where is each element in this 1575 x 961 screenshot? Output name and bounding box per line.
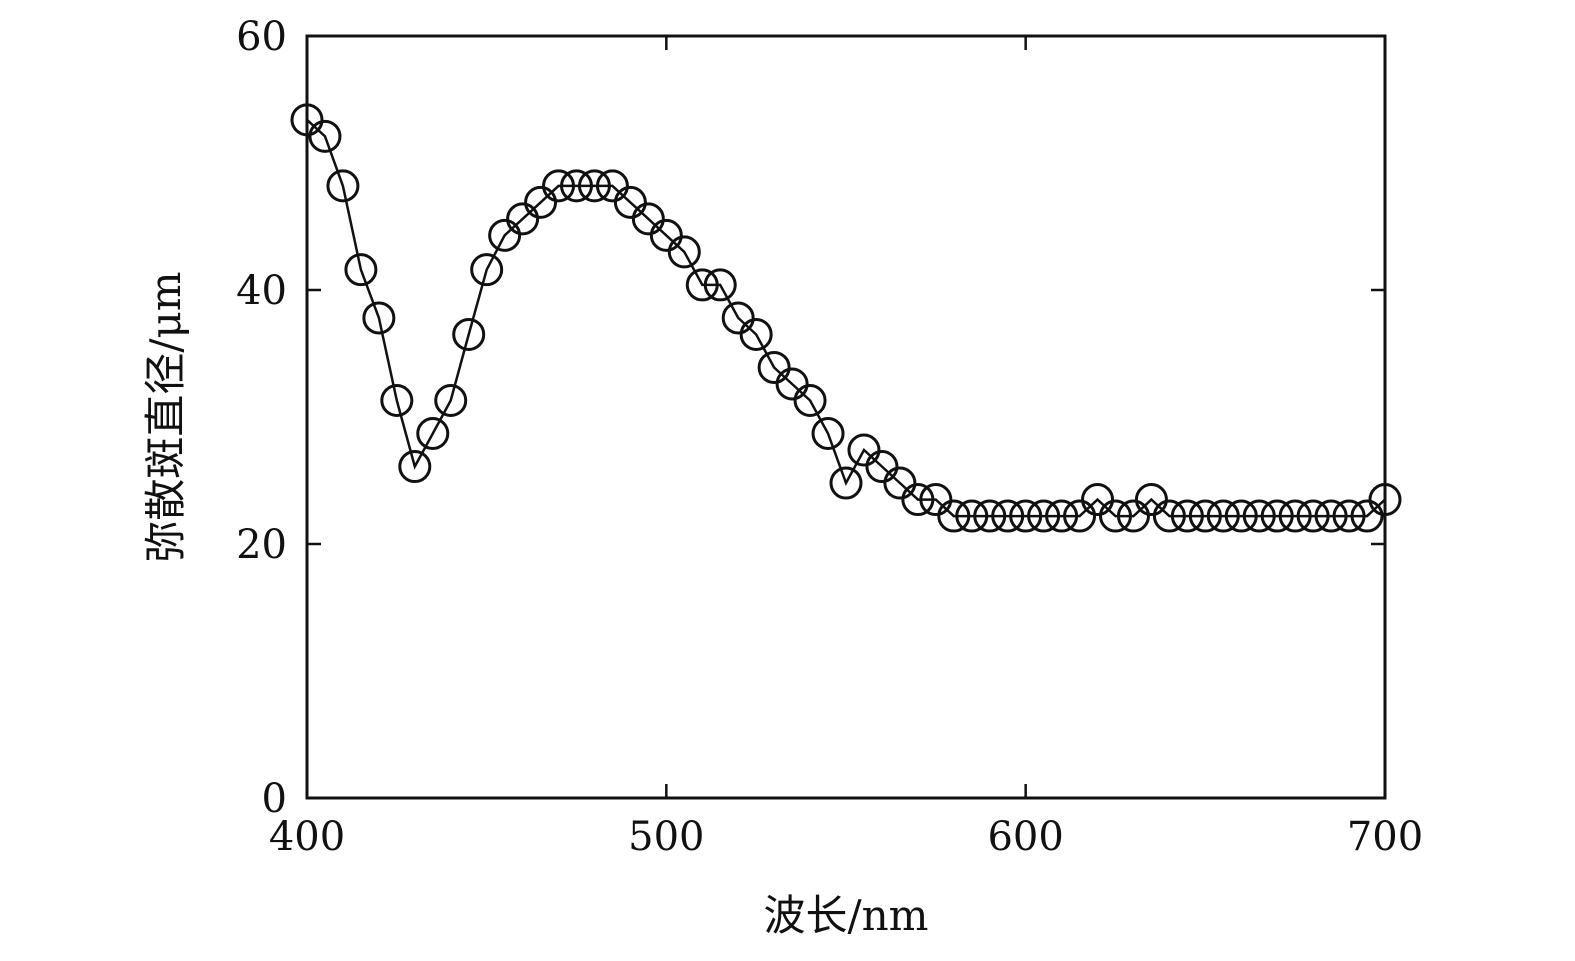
y-tick-label: 40: [236, 268, 287, 314]
data-point: [470, 253, 504, 287]
data-point: [757, 350, 791, 384]
data-point: [1296, 499, 1330, 533]
data-point: [649, 218, 683, 252]
data-point: [524, 185, 558, 219]
data-point: [739, 317, 773, 351]
data-point: [560, 169, 593, 203]
data-point: [829, 466, 863, 500]
data-point: [380, 383, 414, 417]
data-point: [775, 367, 809, 401]
data-point: [901, 483, 935, 517]
data-point: [506, 202, 540, 236]
data-point: [937, 499, 971, 533]
data-point: [1224, 499, 1258, 533]
data-point: [811, 417, 845, 451]
series-markers: [290, 103, 1402, 533]
data-point: [1099, 499, 1132, 533]
data-point: [919, 483, 953, 517]
data-point: [577, 169, 611, 203]
data-point: [362, 301, 396, 335]
data-point: [1009, 499, 1043, 533]
plot-frame: [305, 34, 1387, 800]
data-point: [1045, 499, 1079, 533]
data-point: [1260, 499, 1294, 533]
data-point: [1081, 483, 1115, 517]
data-point: [326, 169, 360, 203]
y-axis-title: 弥散斑直径/μm: [141, 271, 190, 562]
data-point: [991, 499, 1025, 533]
data-point: [631, 202, 665, 236]
series-line: [306, 118, 1386, 518]
y-tick-label: 20: [236, 522, 287, 568]
data-point: [721, 301, 755, 335]
tick-labels: 400 500 600 700 0 20 40 60: [236, 14, 1423, 860]
data-point: [452, 317, 486, 351]
data-point: [416, 417, 450, 451]
data-point: [1152, 499, 1186, 533]
data-point: [847, 433, 881, 467]
data-point: [667, 235, 701, 269]
data-point: [542, 169, 576, 203]
data-point: [1278, 499, 1312, 533]
data-point: [1368, 483, 1402, 517]
data-point: [308, 119, 342, 153]
data-point: [1206, 499, 1240, 533]
data-point: [595, 169, 629, 203]
data-point: [1314, 499, 1348, 533]
x-tick-label: 400: [269, 814, 345, 860]
data-point: [488, 218, 522, 252]
x-axis-title: 波长/nm: [763, 891, 928, 940]
data-point: [1116, 499, 1150, 533]
data-point: [1350, 499, 1384, 533]
x-tick-label: 700: [1347, 814, 1423, 860]
data-point: [1134, 483, 1168, 517]
data-point: [973, 499, 1007, 533]
data-point: [703, 268, 737, 302]
data-point: [613, 185, 647, 219]
data-point: [955, 499, 989, 533]
data-point: [434, 383, 468, 417]
data-point: [883, 466, 917, 500]
data-point: [685, 268, 719, 302]
data-point: [344, 253, 378, 287]
data-point: [793, 383, 827, 417]
data-point: [1027, 499, 1061, 533]
x-tick-label: 500: [628, 814, 704, 860]
y-tick-label: 60: [236, 14, 287, 60]
data-point: [865, 450, 899, 484]
data-point: [1063, 499, 1097, 533]
x-tick-label: 600: [987, 814, 1063, 860]
y-tick-label: 0: [262, 776, 287, 822]
data-point: [398, 450, 432, 484]
data-point: [1332, 499, 1366, 533]
data-point: [290, 103, 324, 137]
data-point: [1188, 499, 1222, 533]
data-point: [1170, 499, 1204, 533]
axis-ticks: [305, 34, 1387, 800]
data-point: [1242, 499, 1276, 533]
